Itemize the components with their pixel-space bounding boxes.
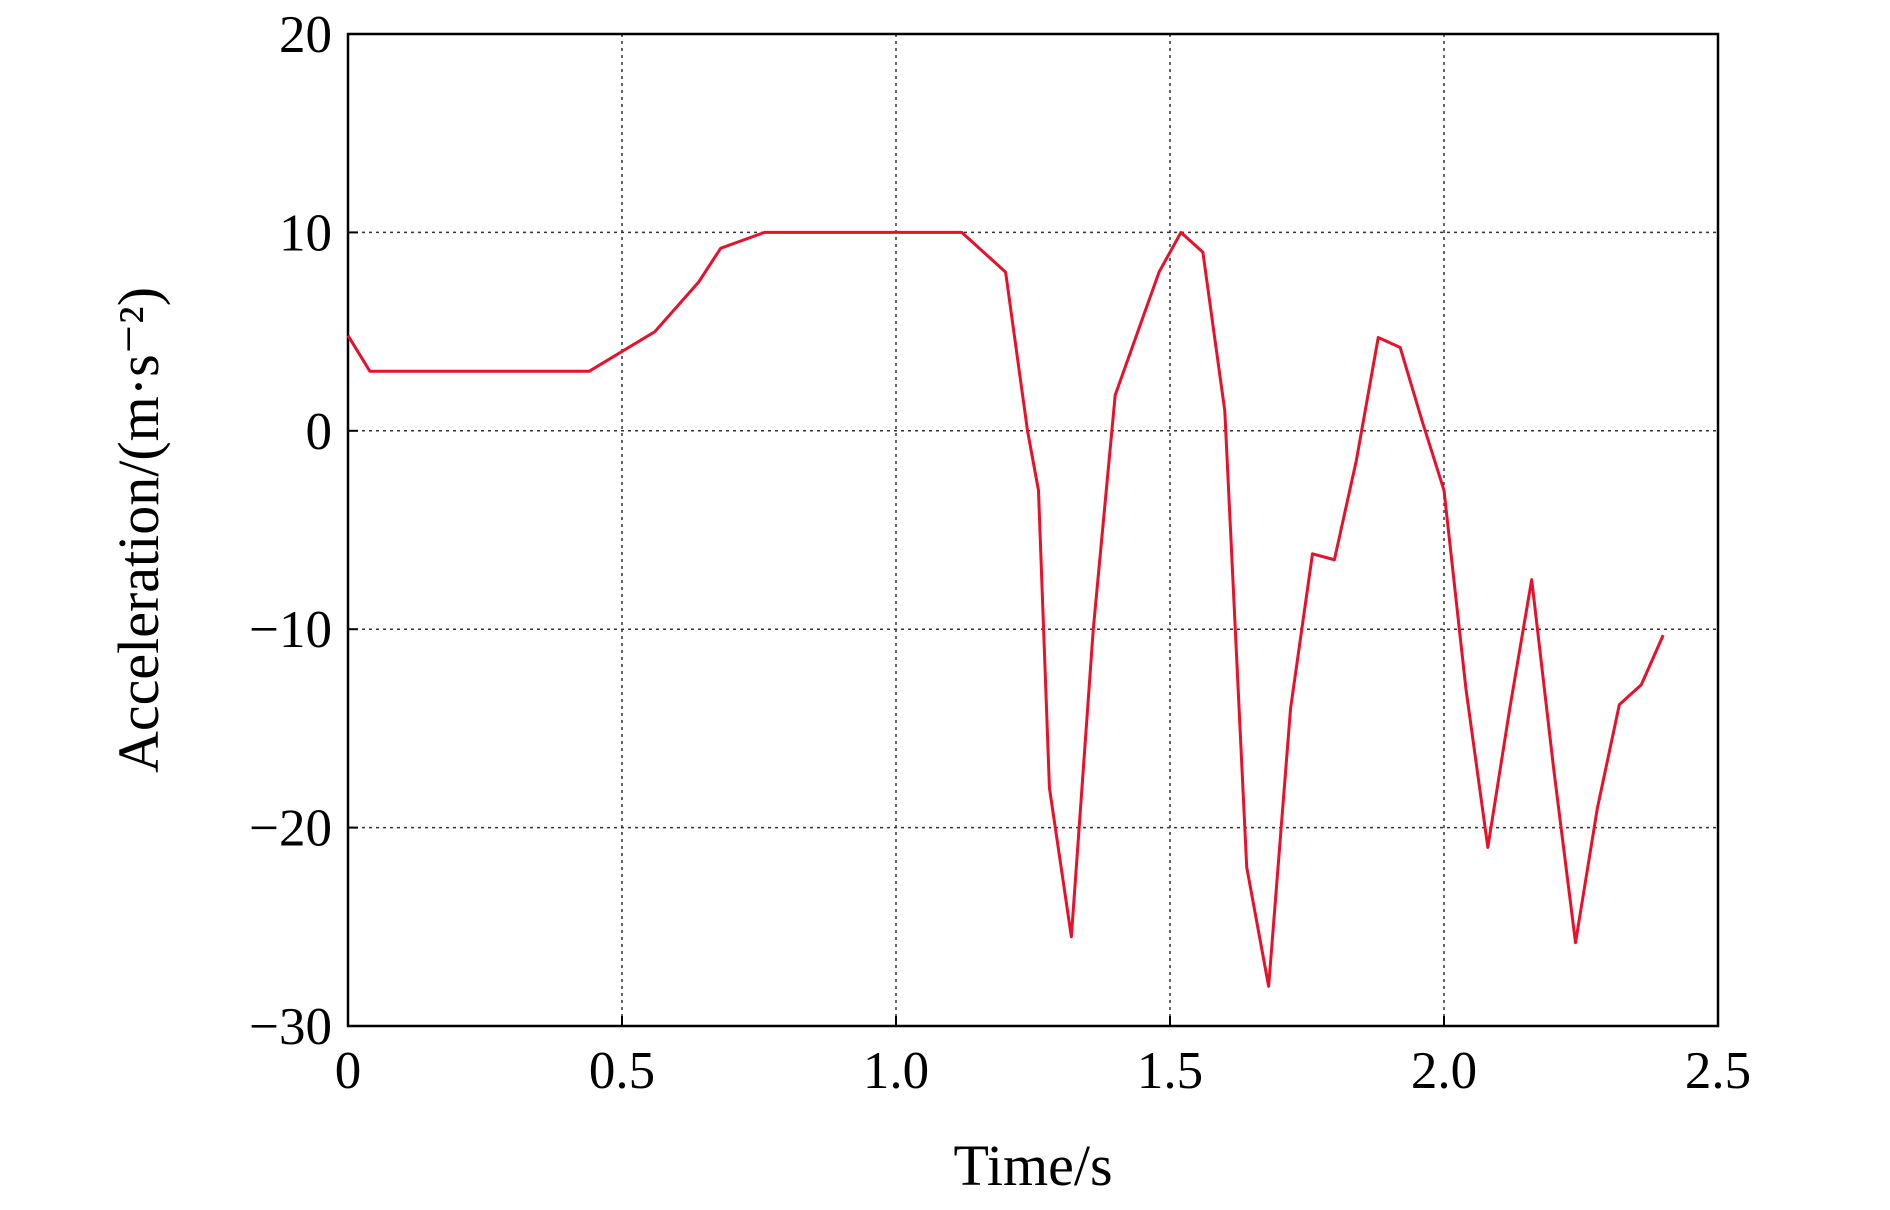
x-tick-label: 0.5 — [589, 1042, 655, 1100]
x-tick-label: 2.0 — [1411, 1042, 1477, 1100]
x-tick-label: 0 — [335, 1042, 362, 1100]
x-tick-label: 1.0 — [863, 1042, 929, 1100]
y-tick-label: 20 — [279, 6, 332, 64]
x-axis-label: Time/s — [953, 1133, 1112, 1198]
x-tick-label: 1.5 — [1137, 1042, 1203, 1100]
y-tick-label: 0 — [306, 403, 333, 461]
x-tick-label: 2.5 — [1685, 1042, 1751, 1100]
y-tick-label: −20 — [249, 800, 332, 858]
y-tick-label: 10 — [279, 204, 332, 262]
data-line — [346, 230, 1665, 988]
plot-frame — [346, 32, 1720, 1028]
y-tick-label: −30 — [249, 998, 332, 1056]
y-tick-label: −10 — [249, 601, 332, 659]
y-axis-label: Acceleration/(m·s⁻²) — [106, 287, 171, 773]
